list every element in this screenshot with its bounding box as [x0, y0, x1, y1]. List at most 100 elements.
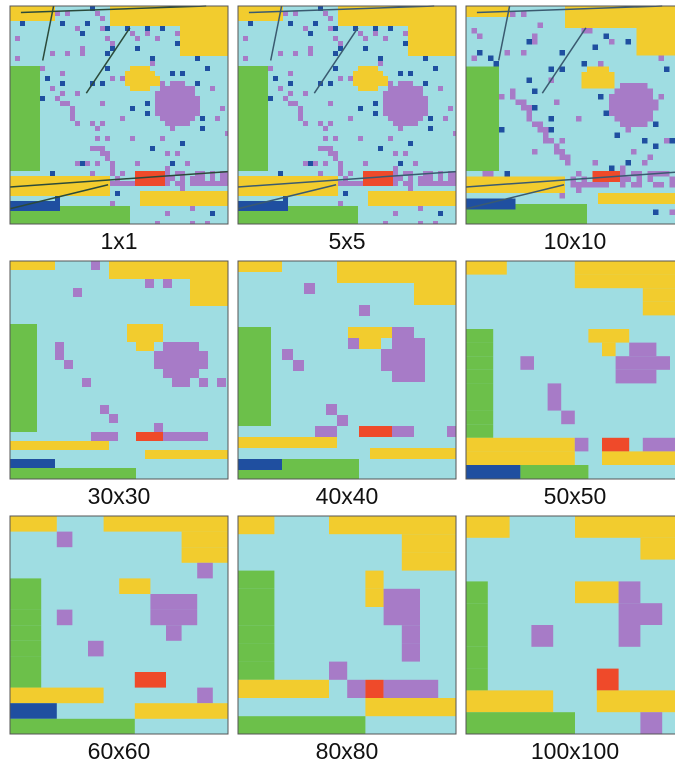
map-cell: [140, 196, 228, 201]
map-cell: [105, 156, 110, 161]
map-cell: [60, 101, 70, 106]
map-cell: [10, 351, 37, 360]
map-cell: [466, 329, 493, 343]
map-cell: [288, 101, 298, 106]
map-cell: [154, 351, 208, 360]
map-cell: [472, 56, 478, 62]
map-cell: [70, 106, 75, 111]
map-cell: [443, 116, 448, 121]
map-cell: [110, 76, 115, 81]
map-cell: [313, 161, 318, 166]
map-cell: [348, 338, 359, 349]
map-cell: [323, 161, 328, 166]
map-cell: [378, 146, 383, 151]
map-cell: [91, 261, 100, 270]
map-cell: [10, 459, 55, 468]
map-cell: [10, 126, 40, 131]
map-cell: [303, 121, 308, 126]
map-cell: [238, 338, 271, 349]
map-cell: [80, 46, 85, 51]
map-cell: [150, 594, 197, 610]
map-cell: [10, 141, 40, 146]
map-cell: [466, 210, 587, 216]
map-cell: [10, 191, 110, 196]
map-cell: [155, 106, 200, 111]
map-cell: [609, 105, 659, 111]
map-cell: [163, 342, 199, 351]
map-cell: [55, 96, 60, 101]
map-cell: [105, 136, 110, 141]
map-cell: [670, 210, 675, 216]
map-cell: [220, 106, 225, 111]
map-cell: [466, 94, 499, 100]
map-cell: [383, 96, 428, 101]
map-cell: [328, 101, 333, 106]
map-cell: [136, 342, 154, 351]
map-cell: [238, 589, 274, 607]
map-cell: [10, 441, 109, 450]
map-cell: [238, 161, 268, 166]
map-cell: [521, 105, 532, 111]
map-cell: [238, 211, 358, 216]
map-cell: [238, 71, 268, 76]
map-cell: [165, 181, 170, 186]
map-cell: [384, 607, 420, 625]
map-cell: [333, 156, 338, 161]
map-cell: [100, 101, 105, 106]
map-cell: [549, 127, 555, 133]
map-cell: [182, 547, 228, 563]
map-cell: [60, 91, 65, 96]
map-cell: [338, 21, 456, 26]
map-cell: [466, 138, 499, 144]
map-cell: [90, 146, 105, 151]
map-cell: [217, 378, 226, 387]
map-cell: [130, 136, 135, 141]
map-cell: [125, 76, 160, 81]
map-cell: [238, 151, 268, 156]
map-cell: [238, 191, 338, 196]
map-cell: [670, 177, 675, 183]
map-cell: [368, 196, 456, 201]
map-cell: [10, 146, 40, 151]
map-cell: [75, 121, 80, 126]
map-cell: [499, 94, 505, 100]
map-cell: [337, 261, 456, 272]
map-cell: [527, 78, 533, 84]
map-cell: [648, 155, 654, 161]
map-cell: [150, 610, 197, 626]
map-cell: [532, 39, 538, 45]
map-cell: [565, 23, 675, 29]
map-cell: [466, 78, 499, 84]
map-cell: [135, 171, 165, 176]
map-cell: [348, 327, 392, 338]
map-cell: [243, 56, 248, 61]
map-cell: [110, 11, 228, 16]
map-cell: [631, 182, 642, 188]
map-cell: [333, 66, 338, 71]
map-cell: [115, 191, 120, 196]
map-cell: [205, 66, 210, 71]
map-cell: [50, 86, 55, 91]
map-cell: [288, 91, 293, 96]
map-cell: [135, 36, 140, 41]
map-cell: [140, 201, 228, 206]
map-cell: [127, 324, 163, 333]
map-cell: [466, 411, 493, 425]
map-cell: [598, 61, 604, 67]
map-cell: [637, 50, 675, 56]
map-cell: [10, 96, 40, 101]
map-cell: [95, 126, 100, 131]
map-cell: [560, 138, 566, 144]
map-cell: [10, 81, 40, 86]
map-cell: [466, 343, 493, 357]
map-cell: [408, 51, 456, 56]
map-cell: [313, 21, 318, 26]
map-cell: [110, 166, 115, 171]
map-cell: [408, 71, 413, 76]
map-panel: [10, 516, 228, 734]
map-cell: [328, 121, 333, 126]
map-cell: [10, 719, 135, 734]
map-cell: [110, 201, 115, 206]
map-panel: [466, 516, 675, 734]
map-cell: [388, 81, 393, 86]
